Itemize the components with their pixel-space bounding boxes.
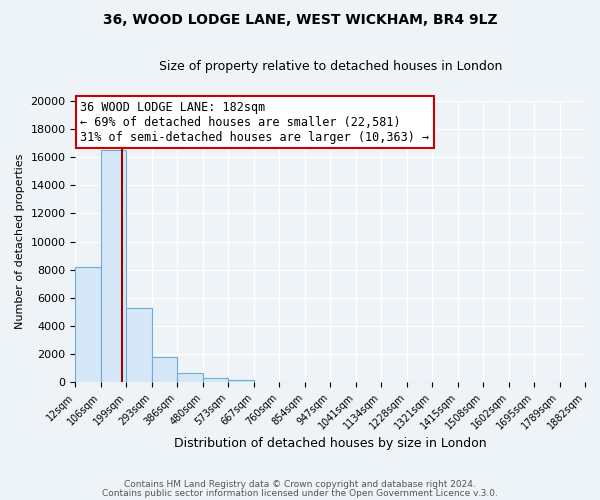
X-axis label: Distribution of detached houses by size in London: Distribution of detached houses by size …: [174, 437, 487, 450]
Text: 36, WOOD LODGE LANE, WEST WICKHAM, BR4 9LZ: 36, WOOD LODGE LANE, WEST WICKHAM, BR4 9…: [103, 12, 497, 26]
Bar: [101, 150, 127, 382]
Y-axis label: Number of detached properties: Number of detached properties: [15, 154, 25, 329]
Title: Size of property relative to detached houses in London: Size of property relative to detached ho…: [158, 60, 502, 73]
Bar: [228, 380, 254, 382]
Text: 36 WOOD LODGE LANE: 182sqm
← 69% of detached houses are smaller (22,581)
31% of : 36 WOOD LODGE LANE: 182sqm ← 69% of deta…: [80, 100, 430, 144]
Text: Contains public sector information licensed under the Open Government Licence v.: Contains public sector information licen…: [102, 488, 498, 498]
Bar: [76, 267, 101, 382]
Text: Contains HM Land Registry data © Crown copyright and database right 2024.: Contains HM Land Registry data © Crown c…: [124, 480, 476, 489]
Bar: [152, 357, 178, 382]
Bar: [178, 372, 203, 382]
Bar: [127, 308, 152, 382]
Bar: [203, 378, 228, 382]
